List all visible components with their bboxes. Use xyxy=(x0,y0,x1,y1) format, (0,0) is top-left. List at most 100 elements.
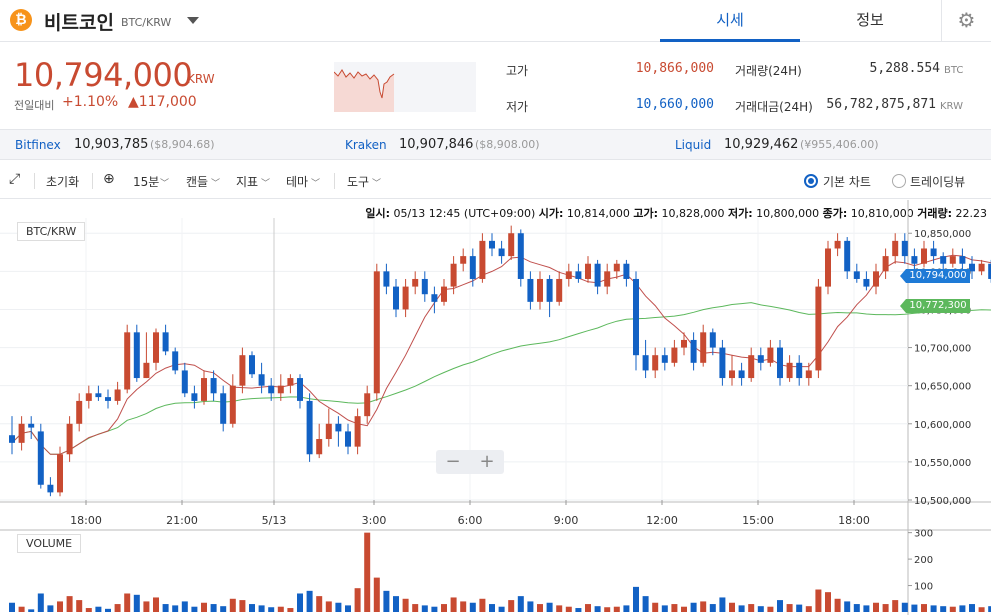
theme-dropdown[interactable]: 테마 xyxy=(286,175,309,189)
volume-bar xyxy=(652,602,659,612)
volume-bar xyxy=(892,600,899,612)
volume-bar xyxy=(133,594,140,612)
low-value: 10,800,000 xyxy=(756,207,820,220)
tools-dropdown[interactable]: 도구 xyxy=(347,175,370,189)
chart-area[interactable]: 일시: 05/13 12:45 (UTC+09:00) 시가: 10,814,0… xyxy=(0,200,991,615)
candle-body xyxy=(556,278,563,302)
candle-body xyxy=(287,378,294,386)
time-tick-label: 3:00 xyxy=(362,514,387,527)
candle-body xyxy=(623,263,630,279)
time-tick-label: 18:00 xyxy=(70,514,102,527)
candle-body xyxy=(345,431,351,447)
candle-body xyxy=(249,355,255,375)
candle-body xyxy=(633,278,639,356)
volume-bar xyxy=(287,608,294,612)
zoom-out-button[interactable]: − xyxy=(445,451,461,472)
candle-body xyxy=(383,271,390,287)
volume-bar xyxy=(729,602,735,612)
candle-body xyxy=(210,378,217,394)
tradingview-label[interactable]: 트레이딩뷰 xyxy=(910,175,966,189)
exchange-name[interactable]: Kraken xyxy=(345,138,387,152)
exchange-name[interactable]: Bitfinex xyxy=(15,138,61,152)
price-unit: KRW xyxy=(187,72,215,86)
candle-body xyxy=(901,240,908,257)
candlestick-chart[interactable]: 10,850,00010,800,00010,750,00010,700,000… xyxy=(0,200,991,615)
volume-bar xyxy=(450,597,457,612)
open-label: 시가: xyxy=(538,207,564,220)
amount-unit: KRW xyxy=(940,101,963,112)
volume-bar xyxy=(537,604,543,612)
high-value: 10,866,000 xyxy=(635,61,714,76)
volume-bar xyxy=(220,606,227,612)
candle-body xyxy=(297,378,303,401)
tradingview-radio[interactable] xyxy=(892,174,906,188)
indicator-dropdown[interactable]: 지표 xyxy=(236,175,259,189)
time-tick-label: 15:00 xyxy=(742,514,774,527)
volume-bar xyxy=(661,605,668,612)
volume-bar xyxy=(373,577,380,612)
moving-average-tag: 10,772,300 xyxy=(900,299,970,314)
high-value: 10,828,000 xyxy=(661,207,725,220)
volume-bar xyxy=(479,598,486,612)
interval-dropdown[interactable]: 15분 xyxy=(133,175,160,189)
tab-price[interactable]: 시세 xyxy=(660,0,800,42)
volume-bar xyxy=(978,607,985,612)
current-price: 10,794,000 xyxy=(14,56,193,94)
expand-icon[interactable]: ⤢ xyxy=(9,171,21,187)
candle-body xyxy=(325,423,332,440)
amount-label: 거래대금(24H) xyxy=(735,100,813,114)
candle-body xyxy=(469,256,476,279)
volume-bar xyxy=(796,604,803,612)
gear-icon[interactable]: ⚙ xyxy=(941,0,991,42)
candle-body xyxy=(613,263,620,272)
basic-chart-radio[interactable] xyxy=(804,174,818,188)
candle-body xyxy=(796,362,803,379)
volume-bar xyxy=(66,596,73,612)
candle-body xyxy=(18,423,25,443)
volume-unit: BTC xyxy=(944,65,964,76)
globe-icon[interactable]: ⊕ xyxy=(103,171,115,187)
volume-bar xyxy=(585,604,591,612)
candle-body xyxy=(268,385,275,394)
volume-bar xyxy=(623,605,630,612)
candle-dropdown[interactable]: 캔들 xyxy=(186,175,209,189)
candle-body xyxy=(642,355,649,371)
change-percent: +1.10% xyxy=(62,94,119,110)
volume-bar xyxy=(498,606,505,612)
volume-bar xyxy=(921,604,927,612)
high-label: 고가: xyxy=(633,207,658,220)
low-value: 10,660,000 xyxy=(635,97,714,112)
basic-chart-label[interactable]: 기본 차트 xyxy=(823,175,871,189)
candle-body xyxy=(450,263,457,287)
coin-name[interactable]: 비트코인 xyxy=(44,12,114,34)
coin-pair[interactable]: BTC/KRW xyxy=(121,16,172,29)
reset-button[interactable]: 초기화 xyxy=(46,175,80,189)
candle-body xyxy=(805,370,812,379)
candle-body xyxy=(498,248,505,257)
time-value: 05/13 12:45 (UTC+09:00) xyxy=(393,207,536,220)
exchange-name[interactable]: Liquid xyxy=(675,138,712,152)
volume-bar xyxy=(153,597,159,612)
time-tick-label: 12:00 xyxy=(646,514,678,527)
volume-bar xyxy=(47,605,54,612)
candle-body xyxy=(373,271,380,394)
volume-bar xyxy=(882,604,889,612)
candle-body xyxy=(892,240,899,257)
candle-body xyxy=(671,347,678,363)
low-label: 저가 xyxy=(506,100,529,114)
chevron-down-icon[interactable] xyxy=(187,17,199,24)
volume-bar xyxy=(37,593,44,612)
tab-info[interactable]: 정보 xyxy=(856,11,884,29)
volume-value: 22.23 xyxy=(955,207,988,220)
volume-bar xyxy=(613,606,620,612)
zoom-in-button[interactable]: + xyxy=(479,451,495,472)
volume-bar xyxy=(143,601,150,612)
volume-bar xyxy=(489,604,495,612)
candle-body xyxy=(882,256,889,272)
exchange-price: 10,929,462 xyxy=(724,137,799,152)
candle-body xyxy=(709,332,716,348)
volume-bar xyxy=(172,605,179,612)
volume-bar xyxy=(105,608,111,612)
time-label: 일시: xyxy=(365,207,391,220)
volume-bar xyxy=(805,606,812,612)
